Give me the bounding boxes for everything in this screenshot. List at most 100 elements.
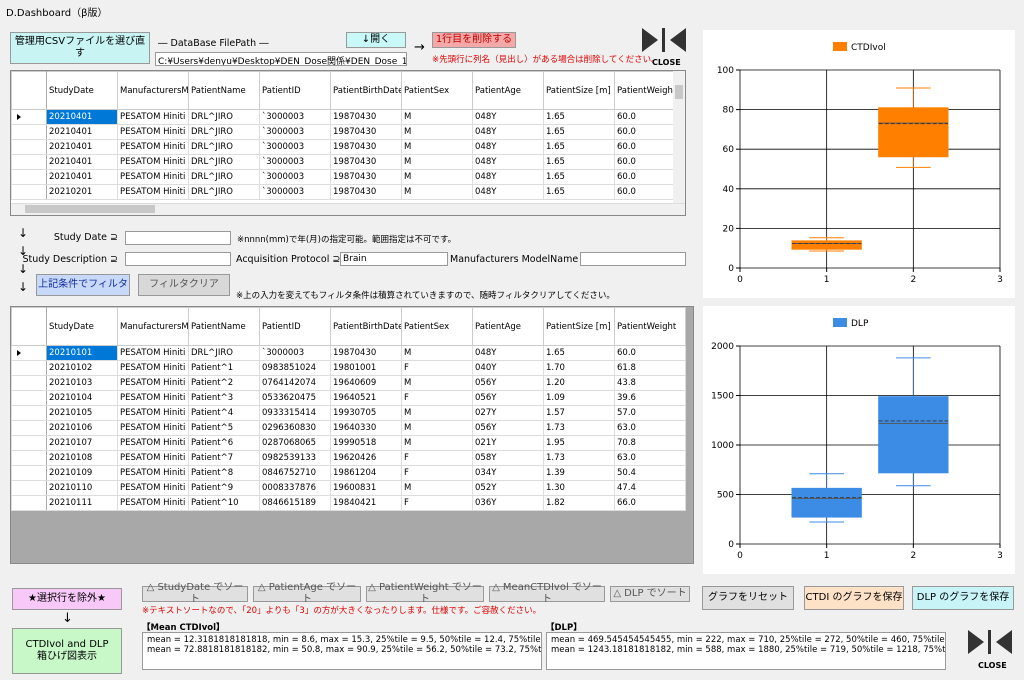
row-header-cell (11, 345, 47, 361)
table-cell: 20210106 (46, 420, 118, 436)
table-cell: 058Y (472, 450, 544, 466)
table-cell: Patient^4 (188, 405, 260, 421)
table-cell: 048Y (472, 345, 544, 361)
delete-row-button[interactable]: 1行目を削除する (432, 32, 516, 48)
chart-panel: CTDIvol 0 20 40 60 80 100 0 1 2 3 (703, 30, 1015, 298)
sort-button[interactable]: △ PatientWeight でソート (366, 582, 484, 605)
table-cell: 19870430 (330, 109, 402, 125)
dlp-stats-label: 【DLP】 (546, 623, 582, 633)
table-cell: M (401, 435, 473, 451)
table-cell: M (401, 345, 473, 361)
column-header: PatientID (259, 307, 331, 346)
table-cell: 70.8 (614, 435, 686, 451)
table-cell: F (401, 465, 473, 481)
model-name-input[interactable] (580, 252, 686, 266)
table-cell: F (401, 390, 473, 406)
table-row[interactable]: 20210401 PESATOM Hiniti DRL^JIRO `3000003 19… (11, 139, 685, 155)
sort-button[interactable]: △ MeanCTDIvol でソート (489, 582, 605, 605)
table-row[interactable]: 20210110 PESATOM Hiniti Patient^9 000833787… (11, 480, 686, 496)
row-header-cell (11, 109, 47, 125)
close-label[interactable]: CLOSE (652, 58, 681, 67)
filter-button[interactable]: 上記条件でフィルタ (36, 274, 130, 296)
table-cell: Patient^8 (188, 465, 260, 481)
table-cell: 19640521 (330, 390, 402, 406)
table-cell: 19640330 (330, 420, 402, 436)
table-cell: 20210104 (46, 390, 118, 406)
chart-panel: DLP 0 500 1000 1500 2000 0 1 2 3 (703, 306, 1015, 574)
table-cell: 47.4 (614, 480, 686, 496)
x-tick-label: 3 (997, 551, 1003, 561)
reset-graph-button[interactable]: グラフをリセット (702, 586, 794, 610)
legend-label: CTDIvol (851, 43, 886, 53)
table-cell: 021Y (472, 435, 544, 451)
table-cell: Patient^7 (188, 450, 260, 466)
table-cell: M (401, 375, 473, 391)
table-cell: 19620426 (330, 450, 402, 466)
x-tick-label: 1 (824, 551, 830, 561)
table-cell: PESATOM Hiniti (117, 169, 189, 185)
table-row[interactable]: 20210105 PESATOM Hiniti Patient^4 093331541… (11, 405, 686, 421)
table-cell: F (401, 495, 473, 511)
table-row[interactable]: 20210108 PESATOM Hiniti Patient^7 098253913… (11, 450, 686, 466)
table-cell: 19870430 (330, 154, 402, 170)
table-cell: M (401, 139, 473, 155)
table-row[interactable]: 20210401 PESATOM Hiniti DRL^JIRO `3000003 19… (11, 169, 685, 185)
table-row[interactable]: 20210104 PESATOM Hiniti Patient^3 053362047… (11, 390, 686, 406)
study-description-input[interactable] (125, 252, 231, 266)
path-input[interactable]: C:¥Users¥denyu¥Desktop¥DEN_Dose関係¥DEN_Do… (155, 52, 407, 66)
exclude-button[interactable]: ★選択行を除外★ (12, 588, 122, 610)
table-cell: 0846615189 (259, 495, 331, 511)
table-cell: 056Y (472, 375, 544, 391)
table-cell: 43.8 (614, 375, 686, 391)
study-date-input[interactable] (125, 231, 231, 245)
table-row[interactable]: 20210401 PESATOM Hiniti DRL^JIRO `3000003 19… (11, 124, 685, 140)
scroll-thumb (675, 85, 683, 99)
table-cell: 19870430 (330, 345, 402, 361)
y-tick-label: 1500 (711, 392, 734, 402)
table: StudyDateManufacturersMocPatientNamePati… (11, 71, 685, 200)
table-row[interactable]: 20210111 PESATOM Hiniti Patient^10 08466151… (11, 495, 686, 511)
select-csv-button[interactable]: 管理用CSVファイルを選び直す (10, 32, 150, 64)
table-cell: 20210401 (46, 109, 118, 125)
table-row[interactable]: 20210101 PESATOM Hiniti DRL^JIRO `3000003 19… (11, 345, 686, 361)
table-row[interactable]: 20210109 PESATOM Hiniti Patient^8 084675271… (11, 465, 686, 481)
table-row[interactable]: 20210106 PESATOM Hiniti Patient^5 029636083… (11, 420, 686, 436)
save-dlp-button[interactable]: DLP のグラフを保存 (912, 586, 1014, 610)
table-row[interactable]: 20210201 PESATOM Hiniti DRL^JIRO `3000003 19… (11, 184, 685, 200)
close-label[interactable]: CLOSE (978, 661, 1007, 670)
close-icon[interactable] (640, 26, 690, 54)
table-row[interactable]: 20210401 PESATOM Hiniti DRL^JIRO `3000003 19… (11, 109, 685, 125)
table-cell: Patient^9 (188, 480, 260, 496)
column-header: StudyDate (46, 307, 118, 346)
table-cell: PESATOM Hiniti (117, 390, 189, 406)
row-header-cell (11, 495, 47, 511)
close-icon[interactable] (966, 628, 1016, 656)
table-row[interactable]: 20210103 PESATOM Hiniti Patient^2 076414207… (11, 375, 686, 391)
filter-clear-button[interactable]: フィルタクリア (138, 274, 230, 296)
table-cell: 048Y (472, 154, 544, 170)
boxplot-button[interactable]: CTDIvol and DLP 箱ひげ図表示 (12, 628, 122, 674)
table-cell: 056Y (472, 420, 544, 436)
y-tick-label: 0 (728, 540, 734, 550)
table-row[interactable]: 20210107 PESATOM Hiniti Patient^6 028706806… (11, 435, 686, 451)
table-cell: `3000003 (259, 345, 331, 361)
row-header-cell (11, 465, 47, 481)
table-row[interactable]: 20210102 PESATOM Hiniti Patient^1 098385102… (11, 360, 686, 376)
table-cell: 1.65 (543, 124, 615, 140)
table-row[interactable]: 20210401 PESATOM Hiniti DRL^JIRO `3000003 19… (11, 154, 685, 170)
table-cell: 20210401 (46, 139, 118, 155)
save-ctdi-button[interactable]: CTDI のグラフを保存 (804, 586, 904, 610)
study-description-label: Study Description ⊇ (22, 254, 118, 265)
protocol-input[interactable]: Brain (340, 252, 448, 266)
table-cell: PESATOM Hiniti (117, 345, 189, 361)
table-cell: 20210107 (46, 435, 118, 451)
table-cell: PESATOM Hiniti (117, 465, 189, 481)
column-header: PatientSex (401, 71, 473, 110)
open-button[interactable]: ↓開く (346, 32, 406, 48)
table-cell: 1.65 (543, 139, 615, 155)
table-cell: M (401, 169, 473, 185)
sort-button[interactable]: △ StudyDate でソート (142, 582, 248, 605)
sort-button[interactable]: △ DLP でソート (610, 586, 690, 602)
sort-button[interactable]: △ PatientAge でソート (253, 582, 361, 605)
table-cell: PESATOM Hiniti (117, 420, 189, 436)
